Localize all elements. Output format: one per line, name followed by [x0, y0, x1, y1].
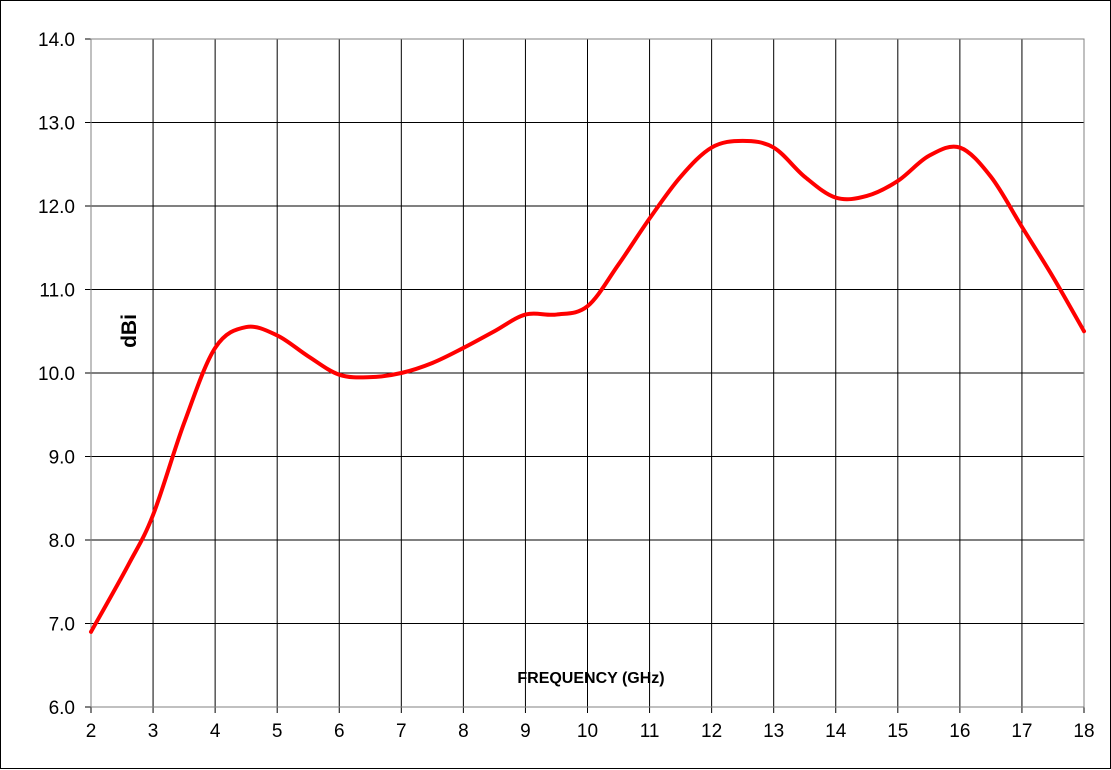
x-tick-label: 15	[887, 721, 908, 742]
y-tick-label: 12.0	[38, 197, 75, 218]
x-tick-label: 17	[1011, 721, 1032, 742]
x-tick-label: 5	[272, 721, 283, 742]
grid-lines	[85, 38, 1085, 713]
x-tick-label: 3	[148, 721, 159, 742]
y-tick-label: 8.0	[49, 531, 75, 552]
x-tick-labels: 2 3 4 5 6 7 8 9 10 11 12 13 14 15 16 17 18	[86, 721, 1095, 742]
y-tick-label: 9.0	[49, 448, 75, 469]
x-tick-label: 18	[1073, 721, 1094, 742]
y-tick-labels: 6.0 7.0 8.0 9.0 10.0 11.0 12.0 13.0 14.0	[38, 30, 75, 719]
y-tick-label: 10.0	[38, 364, 75, 385]
x-tick-label: 12	[701, 721, 722, 742]
x-tick-label: 8	[458, 721, 469, 742]
x-tick-label: 10	[577, 721, 598, 742]
x-tick-label: 2	[86, 721, 97, 742]
x-tick-label: 14	[825, 721, 847, 742]
x-tick-label: 9	[520, 721, 531, 742]
x-tick-label: 7	[396, 721, 407, 742]
y-tick-label: 13.0	[38, 114, 75, 135]
x-axis-label: FREQUENCY (GHz)	[517, 670, 664, 687]
series-line	[89, 138, 1086, 634]
x-tick-label: 13	[763, 721, 784, 742]
plot-area	[90, 38, 1085, 708]
series-layer	[89, 138, 1086, 634]
x-tick-label: 11	[640, 721, 660, 742]
y-tick-label: 11.0	[39, 281, 75, 302]
x-tick-label: 4	[210, 721, 221, 742]
x-tick-label: 6	[334, 721, 345, 742]
y-tick-label: 14.0	[38, 30, 75, 51]
y-tick-label: 6.0	[49, 698, 75, 719]
x-tick-label: 16	[949, 721, 970, 742]
y-tick-label: 7.0	[49, 615, 75, 636]
y-axis-label: dBi	[118, 314, 141, 348]
